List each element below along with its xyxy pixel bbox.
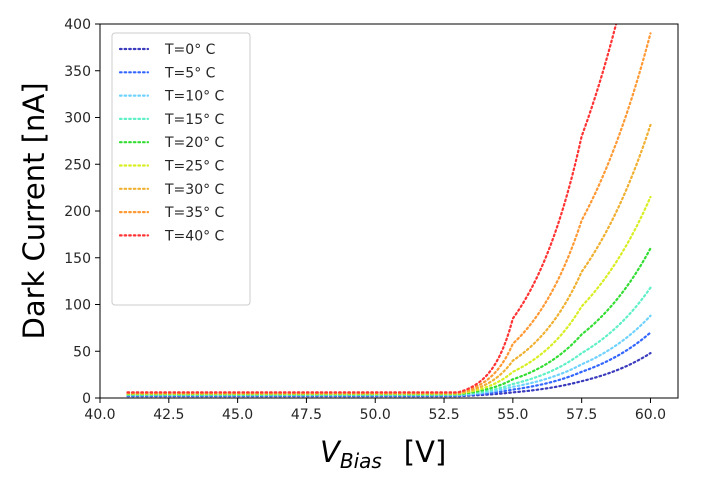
x-axis-label-main: V — [320, 435, 342, 469]
legend-label: T=30° C — [164, 182, 225, 198]
y-tick-label: 100 — [64, 298, 91, 314]
y-axis-label: Dark Current [nA] — [17, 82, 51, 339]
x-tick-label: 57.5 — [566, 407, 597, 423]
legend-label: T=20° C — [164, 135, 225, 151]
x-tick-label: 47.5 — [291, 407, 322, 423]
x-tick-label: 52.5 — [428, 407, 459, 423]
y-tick-label: 50 — [73, 344, 91, 360]
x-tick-label: 40.0 — [84, 407, 115, 423]
legend-label: T=15° C — [164, 112, 225, 128]
x-tick-label: 45.0 — [222, 407, 253, 423]
y-tick-label: 300 — [64, 111, 91, 127]
series-line-8 — [126, 24, 618, 394]
x-tick-label: 55.0 — [497, 407, 528, 423]
axes: 40.0 42.5 45.0 47.5 50.0 52.5 55.0 57.5 60.0 0 50 1… — [64, 17, 679, 423]
legend-label: T=35° C — [164, 205, 225, 221]
y-tick-label: 200 — [64, 204, 91, 220]
x-axis-label-unit: [V] — [404, 435, 446, 469]
legend-label: T=10° C — [164, 89, 225, 105]
x-tick-label: 50.0 — [360, 407, 391, 423]
legend-box — [111, 32, 251, 306]
x-axis-label-sub: Bias — [340, 449, 382, 473]
y-tick-label: 0 — [82, 391, 91, 407]
x-tick-label: 42.5 — [153, 407, 184, 423]
legend-label: T=5° C — [164, 65, 216, 81]
y-tick-label: 350 — [64, 64, 91, 80]
plot-area — [126, 24, 652, 398]
legend-label: T=0° C — [164, 42, 216, 58]
legend-label: T=25° C — [164, 159, 225, 175]
y-tick-label: 400 — [64, 17, 91, 33]
x-tick-label: 60.0 — [635, 407, 666, 423]
y-tick-label: 150 — [64, 251, 91, 267]
y-tick-label: 250 — [64, 157, 91, 173]
legend: T=0° C T=5° C T=10° C T=15° C T=20° C T=25° C… — [111, 32, 251, 306]
series-line-1 — [126, 331, 652, 397]
legend-label: T=40° C — [164, 228, 225, 244]
x-axis-label: VBias [V] — [320, 435, 446, 473]
